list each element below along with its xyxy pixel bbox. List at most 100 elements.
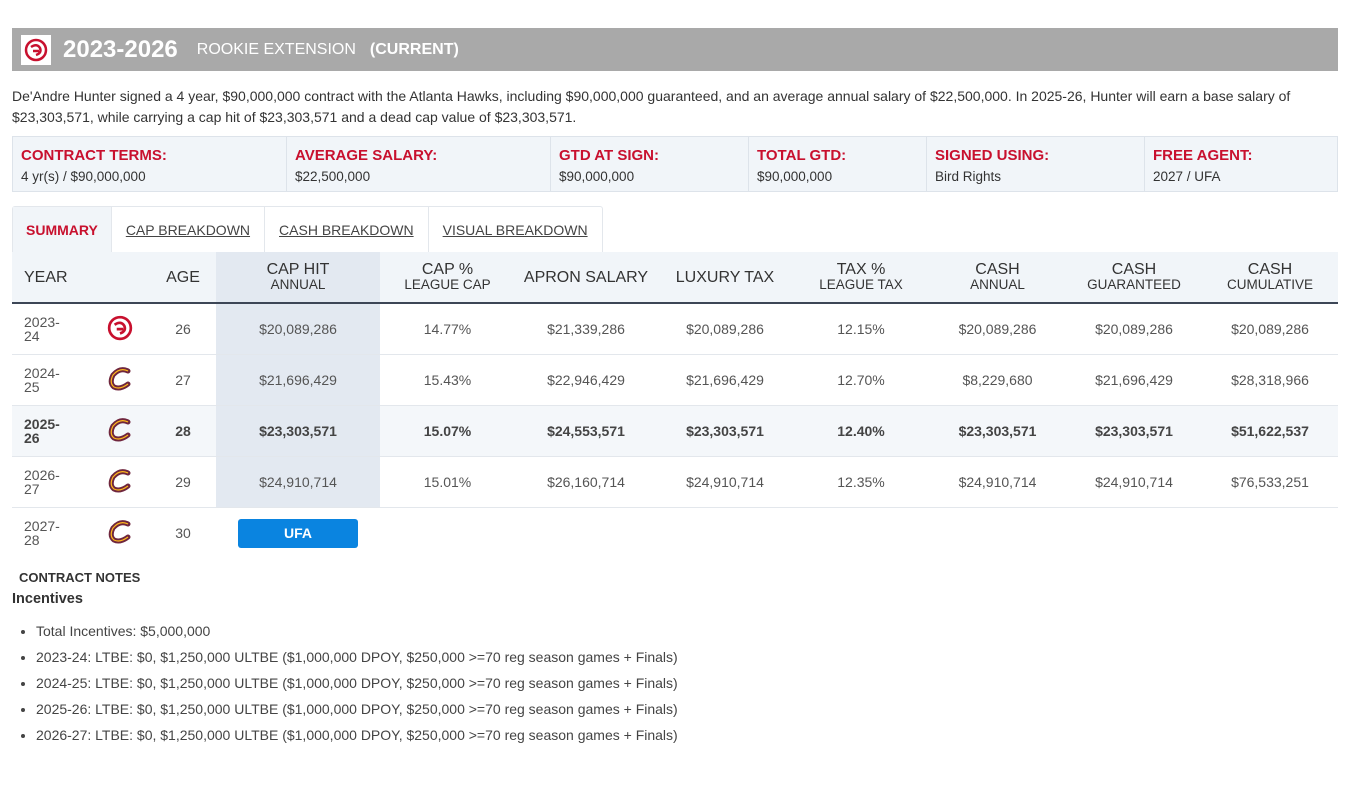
col-age: AGE bbox=[150, 252, 216, 304]
cell-age: 30 bbox=[175, 525, 191, 541]
contract-header: 2023-2026 ROOKIE EXTENSION (CURRENT) bbox=[12, 28, 1338, 71]
term-label: SIGNED USING: bbox=[935, 147, 1050, 164]
cell-lux: $23,303,571 bbox=[657, 405, 793, 457]
cell-cash: $23,303,571 bbox=[929, 405, 1066, 457]
cell-lux: $24,910,714 bbox=[657, 456, 793, 508]
cell-cash: $8,229,680 bbox=[929, 354, 1066, 406]
term-signed-using: SIGNED USING: Bird Rights bbox=[927, 137, 1145, 191]
tab-cap-breakdown[interactable]: CAP BREAKDOWN bbox=[110, 207, 264, 253]
col-year: YEAR bbox=[12, 252, 90, 304]
list-item: Total Incentives: $5,000,000 bbox=[36, 623, 678, 639]
contract-terms: CONTRACT TERMS: 4 yr(s) / $90,000,000 AVE… bbox=[12, 136, 1338, 192]
list-item: 2023-24: LTBE: $0, $1,250,000 ULTBE ($1,… bbox=[36, 649, 678, 665]
year-end: 27 bbox=[24, 481, 40, 497]
cell-cash-g: $23,303,571 bbox=[1066, 405, 1202, 457]
list-item: 2025-26: LTBE: $0, $1,250,000 ULTBE ($1,… bbox=[36, 701, 678, 717]
col-sublabel: LEAGUE TAX bbox=[819, 277, 903, 292]
term-label: CONTRACT TERMS: bbox=[21, 147, 167, 164]
cell-age: 29 bbox=[150, 456, 216, 508]
tab-bar: SUMMARY CAP BREAKDOWN CASH BREAKDOWN VIS… bbox=[12, 206, 603, 253]
term-label: GTD AT SIGN: bbox=[559, 147, 659, 164]
term-value: 4 yr(s) / $90,000,000 bbox=[21, 169, 146, 184]
cell-apron: $22,946,429 bbox=[515, 354, 657, 406]
cell-cash: $20,089,286 bbox=[929, 303, 1066, 355]
cell-cash-c: $28,318,966 bbox=[1202, 354, 1338, 406]
col-tax-pct: TAX % LEAGUE TAX bbox=[793, 252, 929, 304]
cell-cash-g: $24,910,714 bbox=[1066, 456, 1202, 508]
cell-tax-pct: 12.40% bbox=[793, 405, 929, 457]
tab-cash-breakdown[interactable]: CASH BREAKDOWN bbox=[264, 207, 428, 253]
cell-year: 2026- 27 bbox=[12, 456, 90, 508]
cell-age: 28 bbox=[150, 405, 216, 457]
col-cap-pct: CAP % LEAGUE CAP bbox=[380, 252, 515, 304]
term-label: TOTAL GTD: bbox=[757, 147, 847, 164]
col-label: CAP % bbox=[421, 261, 474, 278]
term-average: AVERAGE SALARY: $22,500,000 bbox=[287, 137, 551, 191]
contract-table: YEAR AGE CAP HIT ANNUAL CAP % LEAGUE CAP A… bbox=[12, 252, 1338, 558]
cell-cap-hit: $23,303,571 bbox=[216, 405, 380, 457]
tab-visual-breakdown[interactable]: VISUAL BREAKDOWN bbox=[427, 207, 602, 253]
cell-cash-g: $21,696,429 bbox=[1066, 354, 1202, 406]
cell-cap-hit: $24,910,714 bbox=[216, 456, 380, 508]
cell-team bbox=[90, 456, 150, 508]
cavaliers-logo-icon bbox=[108, 366, 131, 390]
cell-age: 27 bbox=[150, 354, 216, 406]
col-luxury-tax: LUXURY TAX bbox=[657, 252, 793, 304]
term-total-gtd: TOTAL GTD: $90,000,000 bbox=[749, 137, 927, 191]
col-apron: APRON SALARY bbox=[515, 252, 657, 304]
year-start: 2026- bbox=[24, 467, 60, 483]
cell-lux: $21,696,429 bbox=[657, 354, 793, 406]
contract-status: (CURRENT) bbox=[369, 40, 459, 58]
cell-tax-pct: 12.15% bbox=[793, 303, 929, 355]
table-row: 2024- 25 27 $21,696,429 15.43% $22,946,429 $21… bbox=[12, 354, 1338, 406]
cell-team bbox=[90, 303, 150, 355]
tab-summary[interactable]: SUMMARY bbox=[13, 207, 111, 253]
incentives-heading: Incentives bbox=[12, 591, 83, 607]
cell-cap-hit: $20,089,286 bbox=[216, 303, 380, 355]
contract-notes: CONTRACT NOTES Incentives Total Incentiv… bbox=[12, 570, 678, 753]
contract-type: ROOKIE EXTENSION bbox=[196, 40, 356, 58]
cell-year: 2027- 28 bbox=[12, 508, 90, 559]
col-cap-hit: CAP HIT ANNUAL bbox=[216, 252, 380, 304]
year-start: 2025- bbox=[24, 416, 60, 432]
year-end: 24 bbox=[24, 328, 40, 344]
term-value: Bird Rights bbox=[935, 169, 1002, 184]
term-value: $22,500,000 bbox=[295, 169, 371, 184]
term-value: 2027 / UFA bbox=[1153, 169, 1221, 184]
cavaliers-logo-icon bbox=[108, 417, 131, 441]
hawks-logo-icon bbox=[21, 34, 51, 65]
cell-cash-c: $20,089,286 bbox=[1202, 303, 1338, 355]
cell-apron: $21,339,286 bbox=[515, 303, 657, 355]
term-value: $90,000,000 bbox=[559, 169, 635, 184]
cell-cash: $24,910,714 bbox=[929, 456, 1066, 508]
cell-year: 2024- 25 bbox=[12, 354, 90, 406]
cell-cap-hit: $21,696,429 bbox=[216, 354, 380, 406]
col-sublabel: ANNUAL bbox=[970, 277, 1025, 292]
table-row: 2023- 24 26 $20,089,286 14.77% $21,339,286 $20… bbox=[12, 303, 1338, 355]
cell-age: 26 bbox=[150, 303, 216, 355]
col-team bbox=[90, 252, 150, 304]
cell-team bbox=[90, 354, 150, 406]
term-label: FREE AGENT: bbox=[1153, 147, 1253, 164]
cell-cash-g: $20,089,286 bbox=[1066, 303, 1202, 355]
cell-cap-pct: 14.77% bbox=[380, 303, 515, 355]
term-gtd-sign: GTD AT SIGN: $90,000,000 bbox=[551, 137, 749, 191]
ufa-badge[interactable]: UFA bbox=[238, 518, 358, 548]
cavaliers-logo-icon bbox=[108, 468, 131, 492]
cell-cap-pct: 15.01% bbox=[380, 456, 515, 508]
year-start: 2023- bbox=[24, 314, 60, 330]
col-cash-guaranteed: CASH GUARANTEED bbox=[1066, 252, 1202, 304]
cell-year: 2023- 24 bbox=[12, 303, 90, 355]
term-value: $90,000,000 bbox=[757, 169, 833, 184]
cell-tax-pct: 12.70% bbox=[793, 354, 929, 406]
term-label: AVERAGE SALARY: bbox=[295, 147, 438, 164]
col-cash-annual: CASH ANNUAL bbox=[929, 252, 1066, 304]
year-end: 26 bbox=[24, 430, 40, 446]
cell-lux: $20,089,286 bbox=[657, 303, 793, 355]
list-item: 2024-25: LTBE: $0, $1,250,000 ULTBE ($1,… bbox=[36, 675, 678, 691]
col-label: CASH bbox=[1111, 261, 1157, 278]
col-cash-cumulative: CASH CUMULATIVE bbox=[1202, 252, 1338, 304]
cell-year: 2025- 26 bbox=[12, 405, 90, 457]
table-row: 2025- 26 28 $23,303,571 15.07% $24,553,571 $23… bbox=[12, 405, 1338, 457]
cell-tax-pct: 12.35% bbox=[793, 456, 929, 508]
